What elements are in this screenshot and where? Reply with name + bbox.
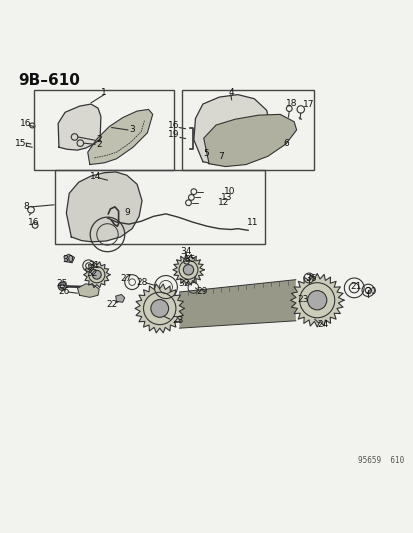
Text: 6: 6 [282, 139, 288, 148]
Bar [34, 90, 174, 170]
Polygon shape [193, 95, 270, 165]
Text: 12: 12 [217, 198, 228, 207]
Text: 35: 35 [183, 255, 195, 264]
Text: 23: 23 [297, 295, 308, 304]
Text: 23: 23 [172, 316, 183, 325]
Text: 26: 26 [58, 287, 69, 296]
Text: 11: 11 [246, 217, 257, 227]
Text: 24: 24 [317, 320, 328, 329]
Circle shape [58, 282, 66, 290]
Text: 15: 15 [15, 139, 26, 148]
Text: 9B–610: 9B–610 [18, 73, 80, 88]
Circle shape [92, 270, 101, 279]
Text: 25: 25 [57, 279, 68, 288]
Text: 16: 16 [20, 119, 32, 128]
Polygon shape [203, 115, 296, 167]
Text: 29: 29 [196, 287, 207, 296]
Text: 19: 19 [168, 131, 179, 140]
Text: 2: 2 [96, 135, 102, 144]
Text: 18: 18 [285, 99, 297, 108]
Text: 10: 10 [224, 187, 235, 196]
Text: 28: 28 [136, 278, 147, 287]
Text: 9: 9 [123, 208, 129, 217]
Text: 17: 17 [302, 100, 314, 109]
Text: 33: 33 [178, 279, 190, 288]
Text: 21: 21 [349, 282, 361, 290]
Circle shape [150, 300, 168, 317]
Text: 20: 20 [364, 287, 375, 296]
Polygon shape [88, 109, 152, 165]
Polygon shape [173, 254, 204, 285]
Circle shape [307, 290, 326, 310]
Polygon shape [58, 104, 101, 150]
Polygon shape [83, 262, 110, 288]
Circle shape [183, 264, 193, 275]
Polygon shape [77, 284, 99, 297]
Circle shape [60, 284, 64, 288]
Text: 34: 34 [180, 247, 192, 256]
Text: 3: 3 [129, 125, 135, 134]
Text: 16: 16 [28, 217, 39, 227]
Text: 8: 8 [23, 203, 29, 212]
Text: 30: 30 [62, 255, 74, 264]
Polygon shape [290, 273, 343, 327]
Text: 7: 7 [218, 152, 224, 161]
Text: 14: 14 [89, 172, 101, 181]
Text: 2: 2 [96, 140, 102, 149]
Text: 36: 36 [304, 273, 316, 282]
Text: 16: 16 [167, 121, 178, 130]
Text: 31: 31 [88, 261, 100, 270]
Text: 95659  610: 95659 610 [357, 456, 404, 465]
Bar [182, 90, 313, 170]
Text: 4: 4 [228, 88, 234, 98]
Text: 13: 13 [221, 193, 232, 202]
Polygon shape [179, 280, 295, 328]
Bar [55, 170, 264, 244]
Text: 5: 5 [202, 149, 208, 158]
Polygon shape [135, 284, 184, 333]
Text: 32: 32 [86, 269, 97, 278]
Polygon shape [66, 172, 142, 242]
Polygon shape [64, 254, 74, 263]
Text: 27: 27 [120, 274, 131, 284]
Text: 22: 22 [107, 300, 118, 309]
Text: 1: 1 [101, 88, 107, 98]
Polygon shape [115, 294, 124, 302]
